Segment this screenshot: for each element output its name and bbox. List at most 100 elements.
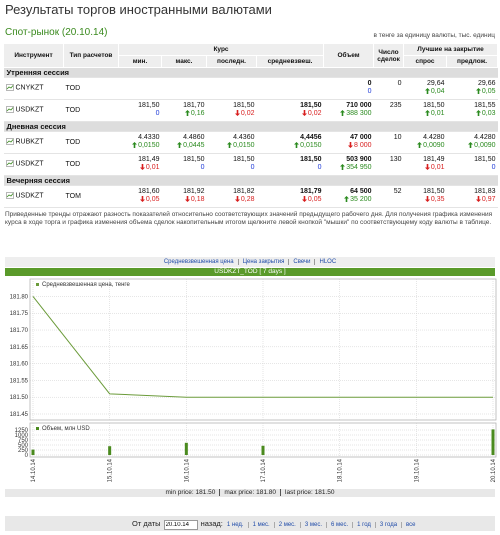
trend-arrow	[301, 196, 307, 203]
value-cell: 503 900 354 950	[323, 153, 374, 176]
change: 0,02	[259, 110, 322, 118]
date-nav: От даты20.10.14 назад: 1 нед. 1 мес. 2 мес. 3…	[5, 516, 495, 531]
y-tick-label: 1000	[15, 433, 29, 439]
arrow-shape	[184, 196, 190, 203]
change: 0,05	[259, 196, 322, 204]
date-input[interactable]: 20.10.14	[163, 520, 198, 530]
chart-tab[interactable]: Свечи	[288, 259, 315, 265]
change: 0	[121, 110, 160, 118]
instrument[interactable]: CNYKZT	[15, 84, 44, 92]
change-value: 0,01	[145, 164, 160, 171]
x-tick-label: 16.10.14	[184, 458, 190, 482]
change-value: 0,0150	[233, 142, 255, 149]
volume-bar	[261, 445, 265, 455]
arrow-shape	[424, 196, 430, 203]
change-value: 0,0150	[138, 142, 160, 149]
value: 0	[367, 80, 372, 87]
chart-tab[interactable]: Средневзвешенная цена	[163, 259, 234, 265]
y-tick-label: 181.55	[10, 378, 29, 384]
change: 0,05	[121, 196, 160, 204]
icon-line	[6, 85, 13, 90]
change-value: 0,35	[430, 196, 445, 203]
trend-arrow	[139, 164, 145, 171]
period-link[interactable]: 3 мес.	[299, 522, 326, 528]
value-cell: 181,50 0	[118, 99, 162, 122]
instrument[interactable]: USDKZT	[15, 192, 44, 200]
value-cell: 181,50 0	[446, 153, 498, 176]
value: 181,49	[138, 156, 160, 163]
y-tick-label: 181.70	[10, 328, 29, 334]
change: 0	[164, 164, 205, 172]
value: 4.4360	[233, 134, 255, 141]
instrument-cell: RUBKZT	[3, 131, 64, 154]
chart-icon[interactable]	[5, 160, 14, 168]
x-tick-label: 20.10.14	[491, 458, 497, 482]
chart-icon[interactable]	[5, 84, 14, 92]
change-value: 0,01	[430, 164, 445, 171]
value: 181,92	[183, 188, 205, 195]
value-cell: 181,55 0,03	[446, 99, 498, 122]
change: 0,0150	[259, 142, 322, 150]
period-link[interactable]: 2 мес.	[273, 522, 300, 528]
period-link[interactable]: 3 года	[374, 522, 402, 528]
change-value: 8 000	[354, 142, 372, 149]
value-cell: 52	[373, 185, 404, 208]
settlement: TOD	[63, 131, 119, 154]
chart-icon[interactable]	[5, 192, 14, 200]
value-cell: 235	[373, 99, 404, 122]
data-row: USDKZT TOD 181,49 0,01 181,50 0 181,50 0 181,50 0…	[3, 153, 498, 176]
change: 0,01	[406, 110, 445, 118]
period-link[interactable]: 1 год	[352, 522, 375, 528]
change: 0	[326, 88, 372, 96]
value-cell: 181,60 0,05	[118, 185, 162, 208]
session-name: Дневная сессия	[3, 121, 498, 132]
icon-line	[6, 139, 13, 144]
chart-icon[interactable]	[5, 138, 14, 146]
value-cell	[161, 77, 207, 100]
arrow-shape	[139, 164, 145, 171]
change: 0,01	[121, 164, 160, 172]
results-table: Инструмент Тип расчетов Курс Объем Число…	[3, 43, 499, 208]
y-tick-label: 250	[18, 448, 29, 454]
instrument[interactable]: USDKZT	[15, 106, 44, 114]
trend-arrow	[475, 110, 481, 117]
y-tick-label: 0	[25, 453, 29, 459]
change-value: 0	[367, 88, 372, 95]
instrument[interactable]: RUBKZT	[15, 138, 44, 146]
chart-icon[interactable]	[5, 106, 14, 114]
value: 4.4330	[138, 134, 160, 141]
change-value: 0,16	[190, 110, 205, 117]
subtitle: Спот-рынок (20.10.14)	[5, 27, 108, 38]
value: 181,50	[300, 156, 322, 163]
period-link[interactable]: 6 мес.	[326, 522, 353, 528]
y-tick-label: 500	[18, 443, 29, 449]
period-link[interactable]: все	[401, 522, 420, 528]
value-cell: 181,50 0,02	[206, 99, 257, 122]
value-cell: 181,50 0	[206, 153, 257, 176]
y-tick-label: 181.80	[10, 294, 29, 300]
icon-line	[6, 107, 13, 112]
change-value: 0,0150	[300, 142, 322, 149]
trend-arrow	[348, 142, 353, 149]
period-link[interactable]: 1 нед.	[226, 522, 244, 528]
instrument[interactable]: USDKZT	[15, 160, 44, 168]
value-cell: 181,50 0,01	[403, 99, 447, 122]
value: 181,50	[423, 188, 445, 195]
change-value: 0,02	[307, 110, 322, 117]
value-cell: 181,82 0,28	[206, 185, 257, 208]
from-label: От даты	[132, 519, 161, 528]
arrow-shape	[475, 88, 481, 95]
value: 181,50	[233, 102, 255, 109]
arrow-shape	[424, 164, 430, 171]
change: 0,28	[209, 196, 255, 204]
chart-tab[interactable]: Цена закрытия	[237, 259, 289, 265]
col-header: Число сделок	[373, 43, 405, 68]
session-name: Утренняя сессия	[3, 67, 498, 78]
period-link[interactable]: 1 мес.	[247, 522, 274, 528]
value-cell: 29,66 0,05	[446, 77, 498, 100]
value-cell: 130	[373, 153, 404, 176]
units-note: в тенге за единицу валюты, тыс. единиц	[373, 32, 495, 39]
trend-arrow	[234, 196, 240, 203]
chart-tab[interactable]: HLOC	[314, 259, 341, 265]
